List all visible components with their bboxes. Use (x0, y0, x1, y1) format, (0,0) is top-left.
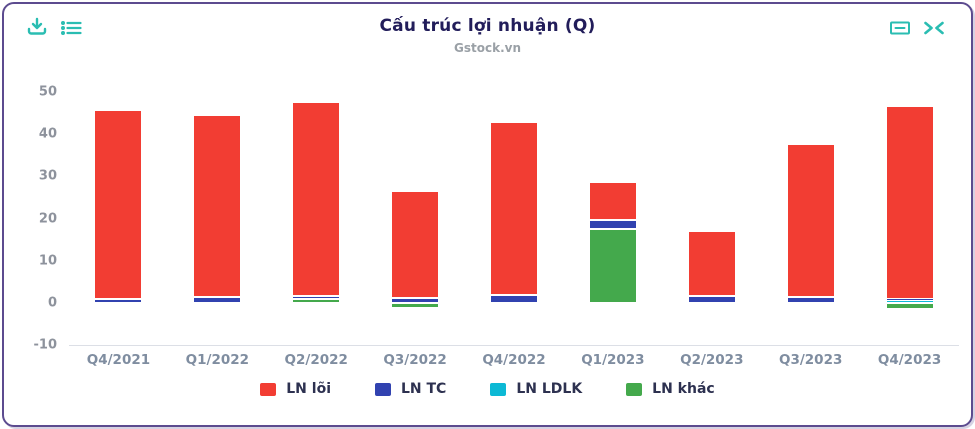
y-axis-tick: 20 (38, 211, 57, 226)
bar-segment[interactable] (292, 298, 341, 303)
page-title: Cấu trúc lợi nhuận (Q) (379, 16, 596, 36)
legend-item[interactable]: LN TC (375, 381, 446, 397)
bar-segment[interactable] (786, 297, 835, 303)
legend-label: LN khác (652, 381, 715, 397)
x-axis-label: Q1/2023 (581, 352, 645, 368)
legend-item[interactable]: LN lõi (260, 381, 331, 397)
bar-segment[interactable] (885, 302, 934, 310)
bar-segment[interactable] (391, 191, 440, 298)
bar-segment[interactable] (292, 295, 341, 299)
x-axis-label: Q2/2023 (680, 352, 744, 368)
legend-label: LN LDLK (516, 381, 583, 397)
bar-segment[interactable] (193, 115, 242, 298)
bar-segment[interactable] (391, 297, 440, 303)
y-axis-tick: 50 (38, 84, 57, 100)
bar-segment[interactable] (94, 109, 143, 299)
toolbar-left (24, 16, 85, 40)
legend-label: LN TC (401, 381, 447, 397)
collapse-icon[interactable] (921, 16, 947, 40)
bar-segment[interactable] (94, 298, 143, 303)
legend-label: LN lõi (286, 381, 331, 397)
legend: LN lõi LN TC LN LDLK LN khác (4, 381, 971, 397)
bar-column (860, 92, 959, 345)
download-icon[interactable] (24, 16, 50, 40)
x-axis-label: Q3/2023 (778, 352, 843, 368)
bar-segment[interactable] (885, 106, 934, 300)
legend-swatch (375, 382, 391, 396)
x-axis-label: Q2/2022 (284, 352, 348, 368)
legend-item[interactable]: LN khác (626, 381, 715, 397)
y-axis-tick: 40 (38, 126, 57, 142)
bar-column (366, 92, 465, 345)
x-axis-labels: Q4/2021 Q1/2022 Q2/2022 Q3/2022 Q4/2022 Q1/20… (69, 352, 959, 368)
x-axis-label: Q4/2022 (482, 352, 546, 368)
y-axis-tick: 0 (47, 295, 57, 311)
bar-segment[interactable] (786, 144, 835, 298)
bar-segment[interactable] (687, 230, 736, 296)
toolbar-right (886, 16, 947, 40)
y-axis-tick: 10 (38, 253, 57, 269)
y-axis-tick: 30 (38, 168, 57, 184)
bar-segment[interactable] (490, 294, 538, 303)
legend-item[interactable]: LN LDLK (490, 381, 582, 397)
bar-segment[interactable] (687, 295, 736, 303)
bar-columns (69, 92, 959, 345)
bar-column (761, 92, 860, 345)
plot-area: 50 40 30 20 10 0 -10 (34, 85, 959, 353)
y-axis-tick: -10 (33, 337, 58, 353)
bar-column (168, 92, 267, 345)
list-icon[interactable] (57, 16, 85, 40)
bar-column (465, 92, 564, 345)
legend-swatch (490, 382, 507, 396)
x-axis-label: Q4/2021 (86, 352, 151, 368)
x-axis-label: Q3/2022 (383, 352, 447, 368)
bar-segment[interactable] (588, 182, 637, 221)
bar-column (267, 92, 366, 345)
bar-segment[interactable] (588, 220, 637, 230)
bar-column (563, 92, 662, 345)
legend-swatch (260, 382, 277, 396)
page-subtitle: Gstock.vn (454, 41, 521, 55)
legend-swatch (626, 382, 643, 396)
bar-column (662, 92, 761, 345)
minimize-icon[interactable] (886, 16, 914, 40)
bar-segment[interactable] (193, 297, 242, 303)
bar-segment[interactable] (391, 302, 440, 309)
bar-segment[interactable] (490, 122, 538, 295)
bar-segment[interactable] (588, 229, 637, 303)
bar-column (69, 92, 168, 345)
bar-segment[interactable] (292, 101, 341, 296)
x-axis-label: Q1/2022 (185, 352, 250, 368)
x-axis-label: Q4/2023 (877, 352, 942, 368)
